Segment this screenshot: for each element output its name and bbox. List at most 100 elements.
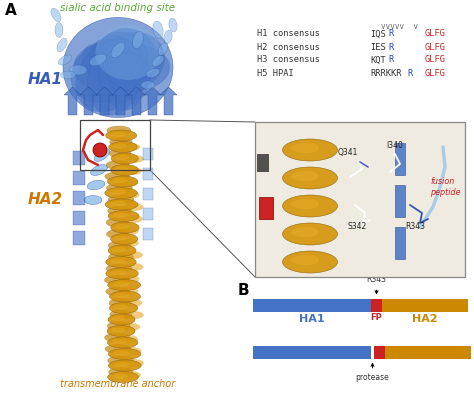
Text: R343: R343 [405,222,425,231]
Text: R: R [407,68,412,77]
Ellipse shape [108,314,135,325]
Ellipse shape [110,233,137,245]
Ellipse shape [124,359,144,367]
Ellipse shape [113,213,128,218]
Text: R343: R343 [366,275,386,293]
Text: H3 consensus: H3 consensus [257,56,320,64]
Bar [395,143,405,175]
Text: H5 HPAI: H5 HPAI [257,68,294,77]
Ellipse shape [91,39,130,81]
Bar [255,122,465,277]
Ellipse shape [124,311,144,319]
Ellipse shape [106,160,129,169]
Text: GLFG: GLFG [425,68,446,77]
Ellipse shape [119,275,139,283]
Ellipse shape [115,224,129,229]
Ellipse shape [118,287,138,295]
Ellipse shape [112,339,128,344]
Ellipse shape [114,362,130,367]
Ellipse shape [141,81,155,89]
Ellipse shape [106,264,132,273]
Ellipse shape [153,21,163,39]
Bar [253,299,371,312]
Ellipse shape [120,143,140,151]
Ellipse shape [111,222,139,233]
Ellipse shape [291,199,319,209]
Ellipse shape [106,218,128,227]
Ellipse shape [121,347,141,355]
Ellipse shape [51,8,61,22]
Ellipse shape [110,258,126,263]
Ellipse shape [114,235,128,241]
Ellipse shape [123,215,143,223]
Ellipse shape [152,56,164,66]
Ellipse shape [109,141,137,152]
Bar [143,228,153,240]
Ellipse shape [107,126,131,135]
Ellipse shape [169,18,177,32]
Ellipse shape [108,207,132,216]
Ellipse shape [164,30,172,44]
Ellipse shape [73,43,138,92]
Text: IES: IES [370,43,386,51]
Text: fusion
peptide: fusion peptide [430,177,461,197]
Ellipse shape [109,360,141,371]
Ellipse shape [94,36,137,80]
Ellipse shape [119,239,139,247]
Ellipse shape [61,71,75,79]
Text: H2 consensus: H2 consensus [257,43,320,51]
Ellipse shape [158,43,168,55]
Ellipse shape [119,191,139,199]
Bar [73,211,85,225]
Text: HA1: HA1 [299,314,325,324]
Ellipse shape [94,32,147,84]
Text: H1 consensus: H1 consensus [257,30,320,38]
Bar [371,299,382,312]
Ellipse shape [112,178,128,183]
Text: HA2: HA2 [412,314,438,324]
Bar [253,346,371,359]
Bar [395,185,405,217]
Ellipse shape [111,42,125,58]
Ellipse shape [82,43,133,83]
Polygon shape [64,87,81,115]
Ellipse shape [291,227,319,237]
Polygon shape [80,87,97,115]
Ellipse shape [283,167,337,189]
Ellipse shape [108,241,131,250]
Ellipse shape [123,251,143,259]
Ellipse shape [108,280,141,290]
Ellipse shape [121,371,141,379]
Ellipse shape [110,190,126,194]
Ellipse shape [113,350,130,356]
Bar [73,151,85,165]
Bar [382,299,468,312]
Text: Q341: Q341 [338,148,358,157]
Bar [143,168,153,180]
Ellipse shape [112,374,128,378]
Ellipse shape [124,203,144,211]
Ellipse shape [105,199,138,210]
Ellipse shape [107,322,130,331]
Ellipse shape [108,211,139,222]
Ellipse shape [122,167,142,175]
Text: IQS: IQS [370,30,386,38]
Ellipse shape [63,17,173,117]
Ellipse shape [109,149,131,158]
Ellipse shape [107,184,132,192]
Ellipse shape [105,344,131,354]
Ellipse shape [123,263,144,271]
Ellipse shape [108,337,138,348]
Ellipse shape [283,223,337,245]
Ellipse shape [118,179,138,187]
Ellipse shape [107,53,151,91]
Ellipse shape [94,149,110,162]
Bar [73,191,85,205]
Text: S342: S342 [347,222,366,231]
Text: GLFG: GLFG [425,43,446,51]
Text: HA1: HA1 [28,73,63,88]
Ellipse shape [122,299,142,307]
Ellipse shape [111,270,127,275]
Ellipse shape [111,153,138,164]
Ellipse shape [108,356,133,365]
